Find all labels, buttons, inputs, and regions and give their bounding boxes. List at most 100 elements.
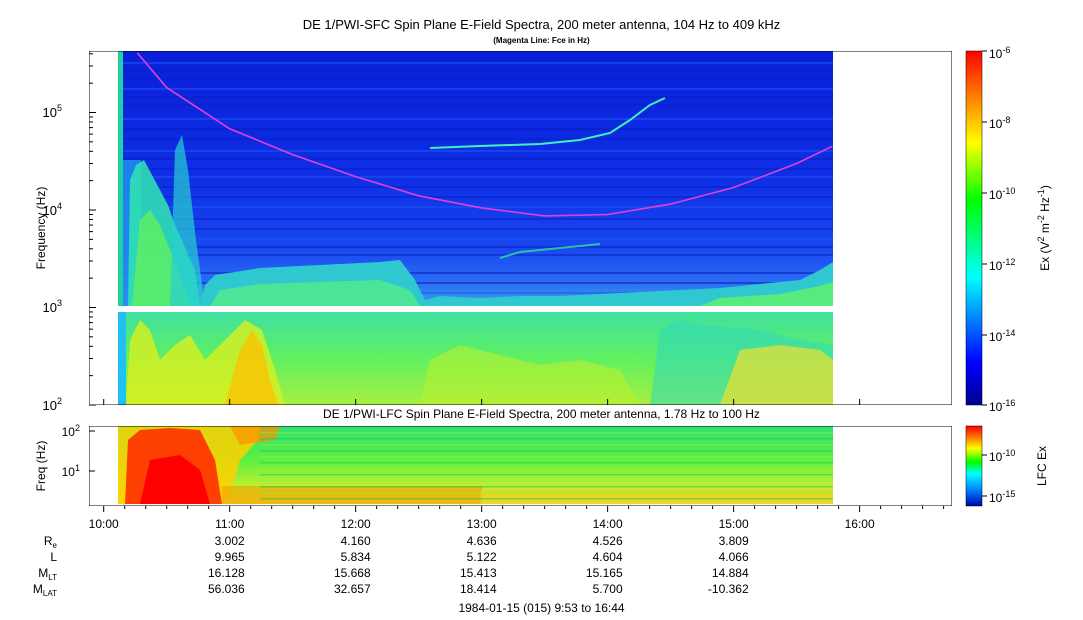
ephem-label-re: Re [44, 534, 58, 550]
lfc-ytick-label: 101 [62, 463, 80, 479]
ephemeris-value: 4.526 [593, 534, 623, 548]
lfc-stripe [260, 438, 833, 440]
sfc-emission-trace [429, 97, 666, 149]
sfc-stripe [118, 254, 833, 256]
sfc-stripe [118, 118, 833, 120]
colorbar-tick-label: 10-12 [989, 257, 1015, 273]
ephemeris-value: 4.160 [341, 534, 371, 548]
lfc-stripe [260, 432, 833, 434]
sfc-stripe [118, 138, 833, 140]
sfc-stripe [118, 96, 833, 98]
lfc-stripe [260, 486, 833, 488]
sfc-stripe [118, 228, 833, 230]
ephemeris-value: 9.965 [215, 550, 245, 564]
lfc-stripe [260, 480, 833, 482]
sfc-stripe [118, 186, 833, 188]
lfc-stripe [260, 444, 833, 446]
ephemeris-value: 16.128 [208, 566, 245, 580]
time-tick-label: 14:00 [593, 517, 623, 531]
ephemeris-value: 18.414 [460, 582, 497, 596]
colorbar-tick-label: 10-6 [989, 45, 1010, 61]
sfc-stripe [118, 104, 833, 106]
colorbar-tick-label: 10-16 [989, 398, 1015, 414]
sfc-stripe [118, 62, 833, 64]
colorbar-tick-label: 10-14 [989, 328, 1015, 344]
sfc-ytick-label: 105 [43, 103, 62, 120]
lfc-y-axis: 102 101 Freq (Hz) [34, 423, 95, 491]
lfc-ylabel: Freq (Hz) [34, 441, 48, 492]
colorbar-tick-label: 10-10 [989, 186, 1015, 202]
sfc-ytick-label: 103 [43, 298, 62, 315]
lfc-colorbar-tick: 10-10 [989, 448, 1015, 464]
ephemeris-value: 15.668 [334, 566, 371, 580]
fce-line [136, 52, 833, 217]
lfc-panel-title: DE 1/PWI-LFC Spin Plane E-Field Spectra,… [323, 407, 760, 421]
ephemeris-value: 5.122 [467, 550, 497, 564]
time-tick-label: 11:00 [215, 517, 244, 531]
time-tick-label: 12:00 [341, 517, 371, 531]
sfc-stripe [118, 158, 833, 160]
lfc-stripe [260, 498, 833, 500]
sfc-stripe [118, 150, 833, 152]
sfc-stripe [118, 168, 833, 170]
sfc-y-axis: 105 104 103 102 Frequency (Hz) [34, 53, 96, 413]
sfc-stripe [118, 88, 833, 90]
time-tick-label: 16:00 [845, 517, 875, 531]
lfc-stripe [260, 456, 833, 458]
lfc-stripe [260, 474, 833, 476]
sfc-stripe [118, 246, 833, 248]
lfc-spectrogram [89, 426, 952, 506]
ephemeris-value: 5.834 [341, 550, 371, 564]
time-tick-label: 15:00 [719, 517, 749, 531]
sfc-early-burst [118, 51, 205, 306]
ephemeris-value: 14.884 [712, 566, 749, 580]
time-tick-label: 13:00 [467, 517, 497, 531]
sfc-stripe [118, 238, 833, 240]
ephemeris-values: 3.002 4.160 4.636 4.526 3.809 9.965 5.834 5.122… [208, 534, 749, 596]
sfc-spectrogram [89, 51, 952, 405]
ephemeris-labels: Re L MLT MLAT [33, 534, 58, 598]
time-tick-label: 10:00 [89, 517, 119, 531]
ephemeris-value: 5.700 [593, 582, 623, 596]
lfc-colorbar: 10-10 10-15 LFC Ex [965, 425, 1049, 507]
sfc-colorbar-label: Ex (V2 m-2 Hz-1) [1036, 185, 1052, 271]
ephem-label-mlat: MLAT [33, 582, 57, 598]
sfc-stripe [118, 272, 833, 274]
ephemeris-value: 32.657 [334, 582, 371, 596]
time-axis: 10:00 11:00 12:00 13:00 14:00 15:00 16:00 [89, 399, 945, 531]
sfc-horizontal-stripes [118, 62, 833, 294]
ephemeris-value: 15.165 [586, 566, 623, 580]
sfc-panel-subtitle: (Magenta Line: Fce in Hz) [493, 36, 590, 45]
colorbar-tick-label: 10-8 [989, 115, 1010, 131]
ephemeris-value: 15.413 [460, 566, 497, 580]
sfc-colorbar: 10-6 10-8 10-10 10-12 10-14 10-16 Ex (V2… [965, 45, 1052, 414]
sfc-stripe [118, 282, 833, 284]
lfc-stripe [260, 462, 833, 464]
sfc-ylabel: Frequency (Hz) [34, 187, 48, 270]
ephemeris-value: 4.066 [719, 550, 749, 564]
time-range-footer: 1984-01-15 (015) 9:53 to 16:44 [458, 601, 625, 615]
ephemeris-value: -10.362 [708, 582, 749, 596]
ephemeris-value: 4.636 [467, 534, 497, 548]
sfc-ytick-label: 102 [43, 396, 62, 413]
ephemeris-value: 3.809 [719, 534, 749, 548]
lfc-stripe [260, 468, 833, 470]
ephemeris-value: 3.002 [215, 534, 245, 548]
ephem-label-mlt: MLT [38, 566, 57, 582]
ephemeris-value: 4.604 [593, 550, 623, 564]
sfc-stripe [118, 176, 833, 178]
sfc-stripe [118, 128, 833, 130]
sfc-stripe [118, 78, 833, 80]
sfc-stripe [118, 70, 833, 72]
lfc-ytick-label: 102 [62, 423, 80, 439]
sfc-stripe [118, 292, 833, 294]
lfc-stripe [260, 450, 833, 452]
lfc-colorbar-tick: 10-15 [989, 489, 1015, 505]
lfc-colorbar-label: LFC Ex [1035, 446, 1049, 486]
sfc-stripe [118, 262, 833, 264]
ephemeris-value: 56.036 [208, 582, 245, 596]
sfc-stripe [118, 196, 833, 198]
lfc-stripe [260, 492, 833, 494]
ephem-label-l: L [50, 550, 57, 564]
